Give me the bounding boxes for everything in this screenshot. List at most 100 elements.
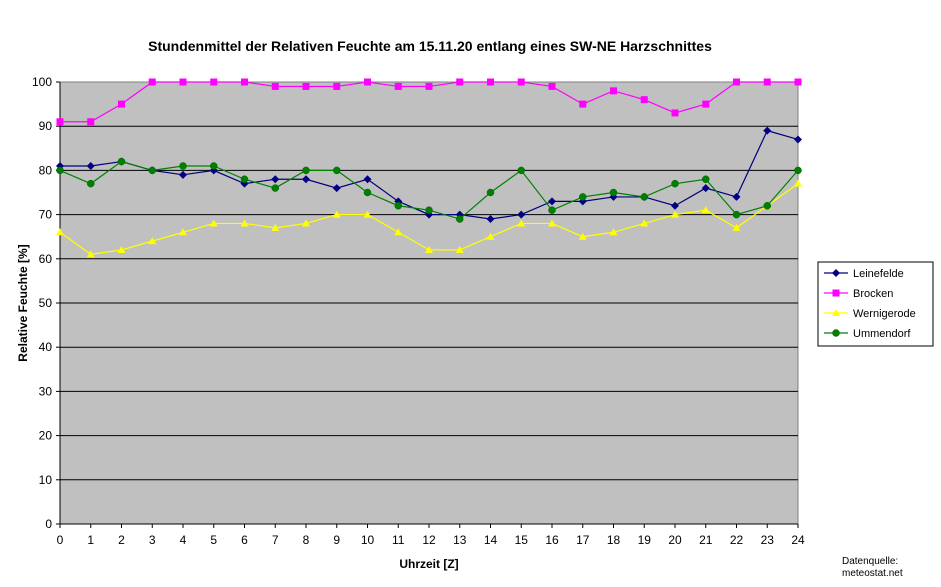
data-point-brocken bbox=[610, 87, 617, 95]
data-point-leinefelde bbox=[302, 175, 310, 184]
data-point-wernigerode bbox=[271, 223, 280, 231]
legend-label: Brocken bbox=[853, 288, 893, 300]
legend-item-ummendorf: Ummendorf bbox=[824, 328, 911, 340]
data-point-leinefelde bbox=[179, 170, 187, 179]
data-point-wernigerode bbox=[671, 210, 679, 218]
data-point-wernigerode bbox=[732, 223, 741, 231]
data-point-leinefelde bbox=[794, 135, 802, 144]
series-brocken bbox=[56, 78, 802, 126]
x-tick-label: 9 bbox=[333, 533, 340, 547]
data-point-ummendorf bbox=[394, 202, 402, 210]
data-point-ummendorf bbox=[117, 157, 126, 166]
data-point-ummendorf bbox=[640, 193, 648, 201]
data-point-wernigerode bbox=[425, 245, 433, 253]
y-tick-label: 10 bbox=[39, 473, 53, 487]
x-tick-label: 13 bbox=[453, 533, 467, 547]
x-tick-label: 16 bbox=[545, 533, 559, 547]
series-ummendorf bbox=[56, 157, 802, 223]
data-point-brocken bbox=[56, 118, 64, 126]
data-point-brocken bbox=[394, 82, 402, 90]
data-point-wernigerode bbox=[302, 219, 310, 227]
data-point-leinefelde bbox=[271, 175, 280, 184]
data-point-brocken bbox=[271, 82, 279, 90]
chart-title: Stundenmittel der Relativen Feuchte am 1… bbox=[148, 38, 712, 54]
data-point-leinefelde bbox=[86, 161, 95, 170]
data-point-brocken bbox=[302, 82, 310, 90]
data-point-ummendorf bbox=[179, 162, 187, 170]
x-tick-label: 10 bbox=[361, 533, 375, 547]
y-axis-label: Relative Feuchte [%] bbox=[16, 244, 30, 361]
data-point-leinefelde bbox=[332, 184, 341, 193]
data-point-ummendorf bbox=[671, 179, 679, 188]
x-tick-label: 19 bbox=[638, 533, 652, 547]
x-tick-label: 15 bbox=[515, 533, 529, 547]
x-tick-label: 6 bbox=[241, 533, 248, 547]
data-point-brocken bbox=[733, 78, 740, 86]
data-point-leinefelde bbox=[763, 126, 772, 135]
data-point-leinefelde bbox=[363, 175, 372, 184]
y-tick-label: 100 bbox=[32, 75, 52, 89]
x-tick-label: 5 bbox=[210, 533, 217, 547]
data-point-wernigerode bbox=[609, 228, 618, 236]
data-point-wernigerode bbox=[209, 219, 218, 227]
data-point-ummendorf bbox=[579, 193, 587, 201]
data-point-brocken bbox=[333, 82, 341, 90]
legend-marker-brocken bbox=[832, 289, 840, 297]
y-tick-label: 0 bbox=[45, 517, 52, 531]
data-point-brocken bbox=[579, 100, 587, 108]
x-tick-label: 3 bbox=[149, 533, 156, 547]
data-point-leinefelde bbox=[701, 184, 710, 193]
data-point-ummendorf bbox=[456, 215, 464, 223]
data-point-ummendorf bbox=[271, 184, 279, 192]
x-tick-label: 14 bbox=[484, 533, 498, 547]
data-point-ummendorf bbox=[148, 166, 156, 175]
data-point-ummendorf bbox=[87, 179, 95, 188]
data-point-brocken bbox=[87, 118, 95, 126]
data-point-ummendorf bbox=[210, 162, 218, 170]
x-tick-label: 17 bbox=[576, 533, 590, 547]
x-axis-label: Uhrzeit [Z] bbox=[399, 557, 458, 571]
data-point-wernigerode bbox=[640, 219, 649, 227]
legend-item-leinefelde: Leinefelde bbox=[824, 268, 904, 280]
data-point-ummendorf bbox=[486, 188, 495, 197]
legend-marker-leinefelde bbox=[832, 269, 840, 277]
x-tick-label: 1 bbox=[87, 533, 94, 547]
data-point-wernigerode bbox=[701, 206, 710, 214]
data-point-wernigerode bbox=[56, 228, 64, 236]
data-point-ummendorf bbox=[302, 166, 310, 175]
data-point-brocken bbox=[763, 78, 771, 86]
y-tick-label: 40 bbox=[39, 340, 53, 354]
data-point-ummendorf bbox=[702, 175, 710, 183]
legend-marker-ummendorf bbox=[832, 329, 840, 337]
data-point-ummendorf bbox=[548, 206, 556, 214]
data-point-leinefelde bbox=[548, 197, 556, 206]
data-point-ummendorf bbox=[333, 166, 341, 175]
x-tick-label: 11 bbox=[392, 533, 405, 547]
x-tick-label: 2 bbox=[118, 533, 125, 547]
data-point-brocken bbox=[210, 78, 218, 86]
legend-label: Ummendorf bbox=[853, 328, 911, 340]
data-point-ummendorf bbox=[794, 166, 802, 175]
data-point-wernigerode bbox=[455, 245, 464, 253]
data-point-brocken bbox=[640, 96, 648, 104]
y-tick-label: 20 bbox=[39, 429, 53, 443]
data-point-brocken bbox=[118, 100, 125, 108]
x-tick-label: 22 bbox=[730, 533, 744, 547]
data-point-brocken bbox=[548, 82, 556, 90]
data-point-wernigerode bbox=[394, 228, 403, 236]
data-point-ummendorf bbox=[732, 210, 741, 219]
x-tick-label: 0 bbox=[57, 533, 64, 547]
data-point-brocken bbox=[179, 78, 187, 86]
data-point-brocken bbox=[702, 100, 710, 108]
x-tick-label: 24 bbox=[791, 533, 805, 547]
data-point-ummendorf bbox=[56, 166, 64, 175]
source-label: Datenquelle: bbox=[842, 556, 899, 567]
data-point-wernigerode bbox=[548, 219, 556, 227]
x-tick-label: 20 bbox=[668, 533, 682, 547]
data-point-leinefelde bbox=[732, 192, 741, 201]
x-tick-label: 18 bbox=[607, 533, 621, 547]
data-point-ummendorf bbox=[609, 188, 618, 197]
data-point-wernigerode bbox=[117, 245, 126, 253]
data-point-leinefelde bbox=[517, 210, 526, 219]
source-value: meteostat.net bbox=[842, 568, 903, 579]
